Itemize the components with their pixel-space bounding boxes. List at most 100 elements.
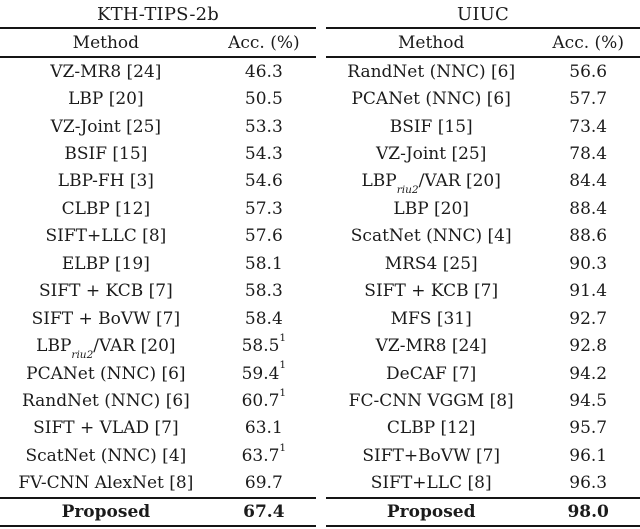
accuracy-cell: 56.6 [569, 61, 608, 82]
accuracy-cell: 57.6 [244, 226, 283, 247]
method-cell: PCANet (NNC) [6] [351, 89, 511, 110]
method-column-header: Method [398, 32, 465, 53]
rule-above-footer [326, 497, 640, 499]
accuracy-cell: 78.4 [569, 144, 608, 165]
accuracy-cell: 63.1 [244, 418, 283, 439]
method-cell: Proposed [61, 502, 151, 522]
accuracy-cell: 58.3 [244, 281, 283, 302]
table-row: CLBP [12] 95.7 [326, 415, 640, 442]
table-row: VZ-MR8 [24] 46.3 [0, 58, 316, 85]
method-cell: LBP-FH [3] [57, 171, 154, 192]
accuracy-column-header: Acc. (%) [552, 32, 624, 53]
method-cell: VZ-MR8 [24] [375, 336, 487, 357]
method-cell: SIFT + BoVW [7] [31, 308, 181, 329]
method-cell: VZ-Joint [25] [375, 144, 487, 165]
table-row: SIFT + BoVW [7] 58.4 [0, 305, 316, 332]
accuracy-cell: 59.41 [241, 359, 287, 384]
rule-below-title [326, 27, 640, 29]
accuracy-cell: 92.8 [569, 336, 608, 357]
table-row: ScatNet (NNC) [4] 63.71 [0, 442, 316, 469]
rule-below-header [0, 56, 316, 58]
table-header-row: Method Acc. (%) [0, 29, 316, 56]
table-title: UIUC [456, 4, 510, 25]
method-cell: SIFT+LLC [8] [370, 473, 492, 494]
method-cell: FV-CNN AlexNet [8] [18, 473, 194, 494]
accuracy-cell: 67.4 [243, 502, 285, 522]
method-cell: BSIF [15] [64, 144, 148, 165]
method-cell: PCANet (NNC) [6] [26, 363, 186, 384]
table-row: VZ-Joint [25] 78.4 [326, 140, 640, 167]
table-row: MRS4 [25] 90.3 [326, 250, 640, 277]
method-cell: MFS [31] [390, 308, 472, 329]
table-row: PCANet (NNC) [6] 57.7 [326, 85, 640, 112]
table-title: KTH-TIPS-2b [96, 4, 220, 25]
method-cell: LBPriu2/VAR [20] [36, 336, 176, 362]
table-row: RandNet (NNC) [6] 60.71 [0, 387, 316, 414]
method-cell: ScatNet (NNC) [4] [25, 445, 187, 466]
method-cell: SIFT + KCB [7] [364, 281, 499, 302]
method-cell: MRS4 [25] [384, 253, 478, 274]
accuracy-cell: 54.3 [244, 144, 283, 165]
accuracy-cell: 84.4 [569, 171, 608, 192]
table-row: SIFT + KCB [7] 58.3 [0, 278, 316, 305]
accuracy-cell: 58.51 [241, 331, 287, 357]
table-row: ELBP [19] 58.1 [0, 250, 316, 277]
accuracy-cell: 60.71 [241, 386, 287, 411]
accuracy-cell: 96.3 [569, 473, 608, 494]
table-row: LBP-FH [3] 54.6 [0, 168, 316, 195]
method-column-header: Method [72, 32, 140, 53]
results-table-uiuc: UIUC Method Acc. (%) RandNet (NNC) [6] 56… [326, 2, 640, 527]
accuracy-cell: 69.7 [244, 473, 283, 494]
method-cell: VZ-Joint [25] [50, 116, 162, 137]
method-cell: VZ-MR8 [24] [50, 61, 162, 82]
accuracy-column-header: Acc. (%) [228, 32, 300, 53]
accuracy-cell: 54.6 [244, 171, 283, 192]
accuracy-cell: 95.7 [569, 418, 608, 439]
table-row: SIFT+BoVW [7] 96.1 [326, 442, 640, 469]
table-row: SIFT+LLC [8] 57.6 [0, 223, 316, 250]
table-row: RandNet (NNC) [6] 56.6 [326, 58, 640, 85]
table-row: SIFT+LLC [8] 96.3 [326, 470, 640, 497]
method-cell: SIFT + VLAD [7] [33, 418, 179, 439]
rule-bottom [0, 525, 316, 527]
table-row: PCANet (NNC) [6] 59.41 [0, 360, 316, 387]
rule-bottom [326, 525, 640, 527]
table-row: LBP [20] 88.4 [326, 195, 640, 222]
method-cell: ELBP [19] [61, 253, 150, 274]
method-cell: ScatNet (NNC) [4] [350, 226, 512, 247]
proposed-row: Proposed 98.0 [326, 499, 640, 525]
accuracy-cell: 94.2 [569, 363, 608, 384]
table-row: CLBP [12] 57.3 [0, 195, 316, 222]
accuracy-cell: 88.6 [569, 226, 608, 247]
accuracy-cell: 46.3 [244, 61, 283, 82]
table-row: BSIF [15] 54.3 [0, 140, 316, 167]
table-row: LBPriu2/VAR [20] 84.4 [326, 168, 640, 195]
method-cell: RandNet (NNC) [6] [21, 390, 190, 411]
accuracy-cell: 50.5 [244, 89, 283, 110]
accuracy-cell: 91.4 [569, 281, 608, 302]
accuracy-cell: 96.1 [569, 445, 608, 466]
accuracy-cell: 88.4 [569, 198, 608, 219]
table-row: VZ-MR8 [24] 92.8 [326, 332, 640, 359]
method-cell: LBP [20] [393, 198, 469, 219]
method-cell: RandNet (NNC) [6] [347, 61, 516, 82]
method-cell: Proposed [386, 502, 476, 522]
method-cell: BSIF [15] [389, 116, 473, 137]
table-row: FC-CNN VGGM [8] 94.5 [326, 387, 640, 414]
accuracy-cell: 58.1 [244, 253, 283, 274]
accuracy-cell: 58.4 [244, 308, 283, 329]
accuracy-cell: 90.3 [569, 253, 608, 274]
rule-below-header [326, 56, 640, 58]
table-row: SIFT + VLAD [7] 63.1 [0, 415, 316, 442]
table-row: VZ-Joint [25] 53.3 [0, 113, 316, 140]
table-row: ScatNet (NNC) [4] 88.6 [326, 223, 640, 250]
method-cell: CLBP [12] [61, 198, 151, 219]
method-cell: SIFT+BoVW [7] [362, 445, 501, 466]
proposed-row: Proposed 67.4 [0, 499, 316, 525]
table-row: LBP [20] 50.5 [0, 85, 316, 112]
rule-below-title [0, 27, 316, 29]
results-table-kth-tips-2b: KTH-TIPS-2b Method Acc. (%) VZ-MR8 [24] 4… [0, 2, 316, 527]
table-row: MFS [31] 92.7 [326, 305, 640, 332]
method-cell: LBP [20] [68, 89, 144, 110]
